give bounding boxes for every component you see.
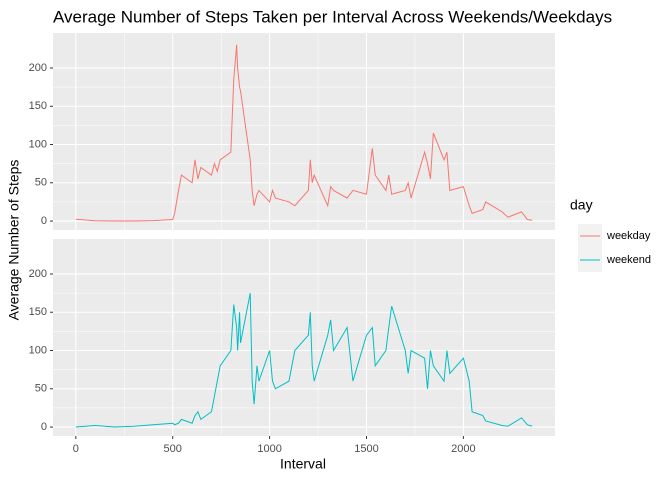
- y-axis-title: Average Number of Steps: [6, 160, 22, 321]
- y-tick-label: 150: [29, 306, 47, 318]
- legend-label: weekday: [606, 230, 651, 242]
- y-tick-label: 0: [41, 421, 47, 433]
- y-tick-label: 50: [35, 383, 47, 395]
- panel-background: [53, 33, 555, 230]
- x-axis-title: Interval: [280, 456, 326, 472]
- y-tick-label: 100: [29, 138, 47, 150]
- y-tick-label: 200: [29, 268, 47, 280]
- x-tick-label: 1000: [257, 443, 281, 455]
- chart-title: Average Number of Steps Taken per Interv…: [53, 7, 612, 26]
- legend-label: weekend: [606, 254, 651, 266]
- y-tick-label: 150: [29, 100, 47, 112]
- panel-background: [53, 239, 555, 436]
- legend-title: day: [570, 197, 593, 213]
- y-tick-label: 200: [29, 62, 47, 74]
- x-tick-label: 2000: [451, 443, 475, 455]
- x-tick-label: 500: [164, 443, 182, 455]
- y-tick-label: 50: [35, 177, 47, 189]
- y-tick-label: 100: [29, 344, 47, 356]
- x-tick-label: 0: [73, 443, 79, 455]
- y-tick-label: 0: [41, 215, 47, 227]
- x-tick-label: 1500: [354, 443, 378, 455]
- series-line: [75, 44, 533, 222]
- series-line: [75, 293, 533, 428]
